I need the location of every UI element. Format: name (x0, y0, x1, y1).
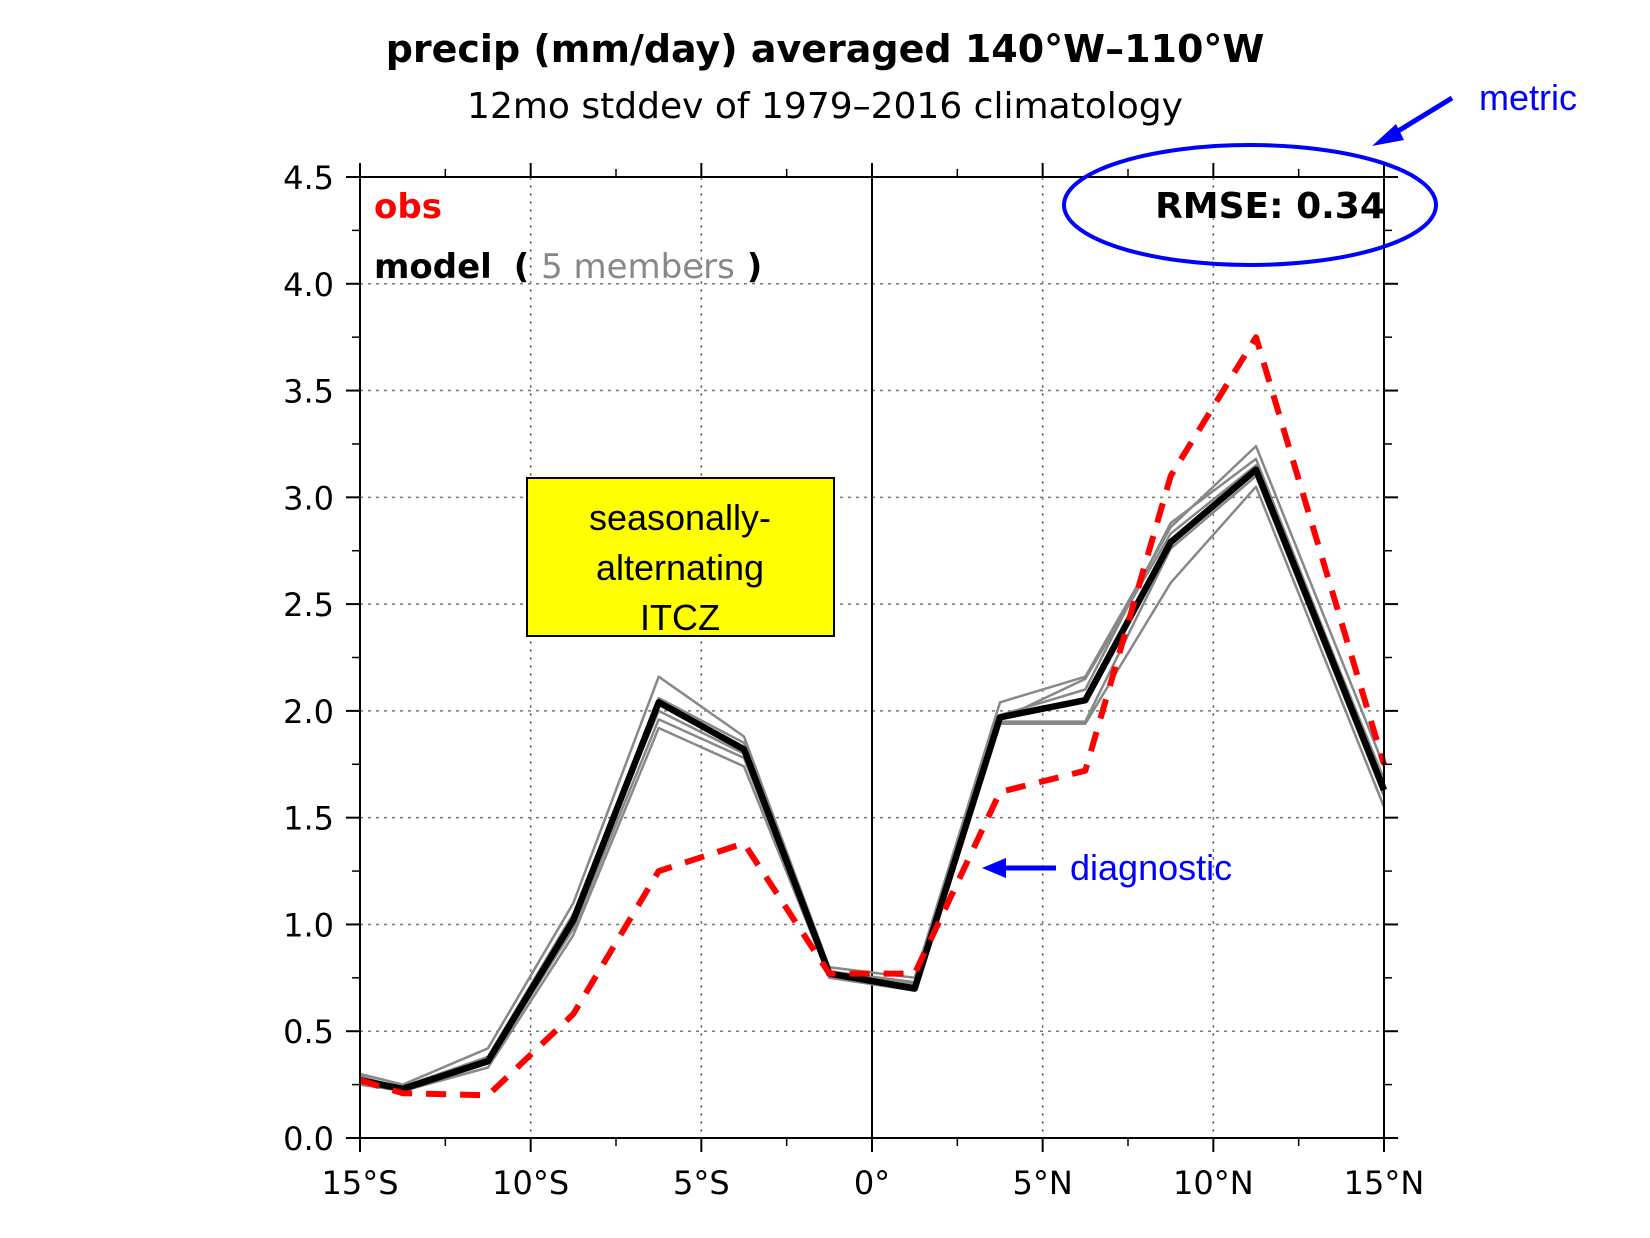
x-tick-label: 5°S (673, 1164, 730, 1202)
legend-model-row: model ( 5 members ) (374, 247, 762, 287)
y-tick-label: 4.0 (283, 266, 334, 304)
rmse-label: RMSE: 0.34 (1155, 186, 1385, 227)
itcz-line-2: alternating (596, 547, 764, 588)
legend-open-paren: ( (514, 247, 530, 287)
itcz-line-3: ITCZ (640, 597, 720, 638)
diagnostic-callout-label: diagnostic (1070, 847, 1232, 888)
obs-line (359, 334, 1387, 1099)
x-tick-label: 10°S (492, 1164, 569, 1202)
series-lines (359, 334, 1388, 1099)
legend-model: model (374, 247, 492, 287)
y-tick-label: 1.0 (283, 906, 334, 944)
metric-highlight-ellipse (1062, 143, 1438, 267)
diagnostic-arrowhead-icon (982, 858, 1006, 878)
x-tick-label: 10°N (1173, 1164, 1254, 1202)
y-tick-label: 3.0 (283, 479, 334, 517)
x-tick-label: 15°N (1344, 1164, 1425, 1202)
y-tick-label: 1.5 (283, 800, 334, 838)
y-tick-label: 0.5 (283, 1013, 334, 1051)
axes (346, 163, 1398, 1152)
metric-callout-label: metric (1479, 77, 1577, 118)
grid-lines (359, 176, 1385, 1139)
y-tick-label: 4.5 (283, 159, 334, 197)
chart-title: precip (mm/day) averaged 140°W–110°W (386, 27, 1265, 71)
x-tick-labels: 15°S 10°S 5°S 0° 5°N 10°N 15°N (321, 1164, 1424, 1202)
x-tick-label: 5°N (1013, 1164, 1073, 1202)
legend-close-paren: ) (747, 247, 763, 287)
metric-callout-arrow (1388, 95, 1454, 139)
chart-subtitle: 12mo stddev of 1979–2016 climatology (467, 86, 1183, 127)
metric-arrowhead-icon (1372, 124, 1404, 146)
legend-members: 5 members (541, 247, 735, 287)
itcz-box (526, 477, 835, 637)
y-tick-label: 0.0 (283, 1120, 334, 1158)
legend-obs: obs (374, 187, 442, 227)
member-line-2 (359, 485, 1386, 1093)
x-tick-label: 15°S (321, 1164, 398, 1202)
y-tick-label: 2.5 (283, 586, 334, 624)
itcz-line-1: seasonally- (589, 497, 771, 538)
x-tick-label: 0° (854, 1164, 890, 1202)
y-tick-label: 3.5 (283, 373, 334, 411)
y-tick-labels: 0.0 0.5 1.0 1.5 2.0 2.5 3.0 3.5 4.0 4.5 (283, 159, 334, 1158)
y-tick-label: 2.0 (283, 693, 334, 731)
